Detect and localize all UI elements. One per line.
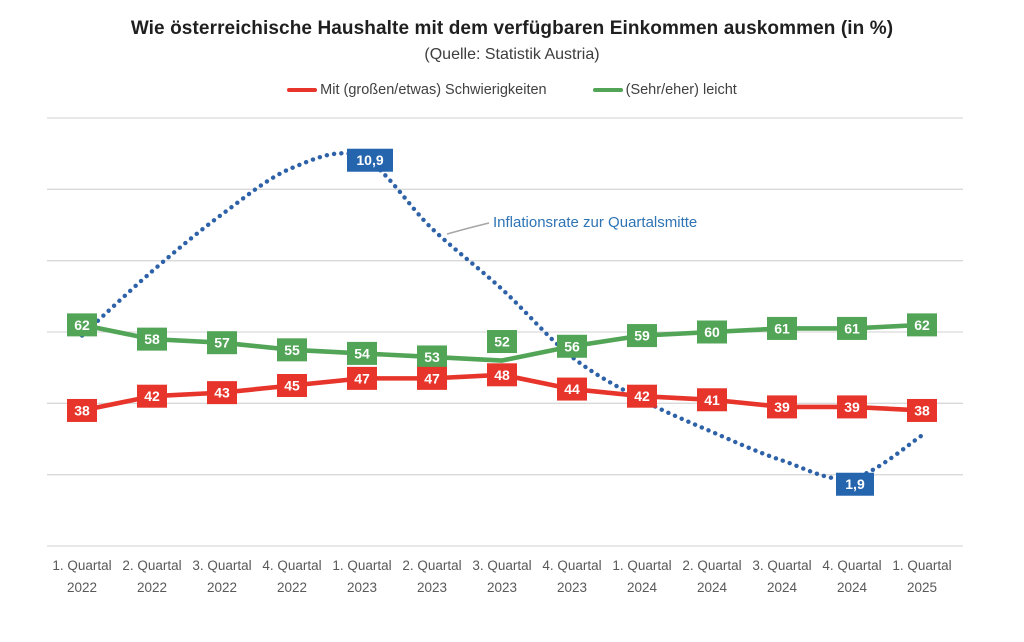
- x-axis-label: 1. Quartal 2023: [332, 558, 391, 595]
- data-point-label-box: [627, 324, 657, 348]
- x-axis-label: 3. Quartal 2023: [472, 558, 531, 595]
- legend: Mit (großen/etwas) Schwierigkeiten (Sehr…: [0, 82, 1024, 98]
- data-point-label: 54: [354, 345, 370, 361]
- x-axis-label: 3. Quartal 2024: [752, 558, 811, 595]
- data-point-label: 45: [284, 378, 300, 394]
- data-point-label-box: [487, 363, 517, 387]
- x-axis-label: 3. Quartal 2022: [192, 558, 251, 595]
- annotation-leader-line: [446, 222, 490, 235]
- data-point-label: 39: [844, 399, 860, 415]
- data-point-label: 44: [564, 381, 580, 397]
- data-point-label: 57: [214, 335, 230, 351]
- data-point-label-box: [277, 374, 307, 397]
- legend-label-difficulties: Mit (großen/etwas) Schwierigkeiten: [320, 82, 547, 98]
- data-point-label-box: [557, 334, 587, 358]
- data-point-label: 39: [774, 399, 790, 415]
- legend-label-easy: (Sehr/eher) leicht: [625, 82, 737, 98]
- x-axis-label: 4. Quartal 2024: [822, 558, 881, 595]
- data-point-label-box: [67, 398, 97, 422]
- green-line-swatch: [592, 88, 623, 92]
- data-point-label: 47: [424, 370, 440, 386]
- chart-subtitle: (Quelle: Statistik Austria): [424, 46, 600, 63]
- x-axis-label: 1. Quartal 2025: [892, 558, 951, 595]
- data-point-label-box: [487, 330, 517, 354]
- data-point-label: 58: [144, 331, 160, 347]
- data-point-label-box: [697, 388, 727, 412]
- data-point-label: 41: [704, 392, 720, 408]
- inflation-dotted-line: [79, 151, 925, 482]
- x-axis-label: 1. Quartal 2022: [52, 558, 111, 595]
- red-line-swatch: [287, 88, 318, 92]
- x-axis-label: 1. Quartal 2024: [612, 558, 671, 595]
- data-point-label-box: [767, 395, 797, 419]
- data-point-label-box: [837, 316, 867, 340]
- data-point-label: 60: [704, 324, 720, 340]
- legend-item-difficulties: Mit (großen/etwas) Schwierigkeiten: [287, 82, 547, 98]
- data-point-label: 55: [284, 342, 300, 358]
- x-axis-label: 4. Quartal 2023: [542, 558, 601, 595]
- data-point-label-box: [836, 472, 874, 496]
- data-point-label-box: [837, 395, 867, 419]
- data-point-label: 42: [144, 388, 160, 404]
- data-point-label-box: [907, 398, 937, 422]
- data-point-label: 38: [914, 402, 930, 418]
- data-point-label: 62: [914, 317, 930, 333]
- data-point-label: 1,9: [845, 476, 865, 492]
- data-point-label-box: [417, 345, 447, 369]
- x-axis-label: 2. Quartal 2023: [402, 558, 461, 595]
- data-point-label-box: [137, 384, 167, 408]
- legend-item-easy: (Sehr/eher) leicht: [592, 82, 737, 98]
- x-axis-label: 2. Quartal 2024: [682, 558, 741, 595]
- data-point-label-box: [207, 381, 237, 405]
- inflation-annotation-label: Inflationsrate zur Quartalsmitte: [493, 214, 698, 231]
- data-point-label: 53: [424, 349, 440, 365]
- data-point-label: 62: [74, 317, 90, 333]
- data-point-label-box: [137, 327, 167, 351]
- data-point-label-box: [767, 316, 797, 340]
- data-point-label: 38: [74, 402, 90, 418]
- data-point-label-box: [907, 313, 937, 337]
- data-point-label: 47: [354, 370, 370, 386]
- data-point-label-box: [207, 331, 237, 355]
- x-axis-label: 4. Quartal 2022: [262, 558, 321, 595]
- data-point-label: 61: [774, 320, 790, 336]
- data-point-label-box: [627, 384, 657, 408]
- data-point-label: 59: [634, 328, 650, 344]
- data-point-label-box: [417, 366, 447, 390]
- data-point-label: 61: [844, 320, 860, 336]
- data-point-label-box: [557, 377, 587, 401]
- data-point-label-box: [347, 341, 377, 365]
- data-point-label-box: [697, 320, 727, 344]
- data-point-label: 10,9: [356, 152, 383, 168]
- data-point-label: 52: [494, 334, 510, 350]
- data-point-label-box: [347, 366, 377, 390]
- chart-title: Wie österreichische Haushalte mit dem ve…: [130, 18, 894, 39]
- data-point-label-box: [347, 148, 393, 172]
- data-point-label: 56: [564, 338, 580, 354]
- data-point-label-box: [277, 338, 307, 362]
- data-point-label: 48: [494, 367, 510, 383]
- data-point-label: 43: [214, 385, 230, 401]
- x-axis-label: 2. Quartal 2022: [122, 558, 181, 595]
- data-point-label-box: [67, 313, 97, 337]
- data-point-label: 42: [634, 388, 650, 404]
